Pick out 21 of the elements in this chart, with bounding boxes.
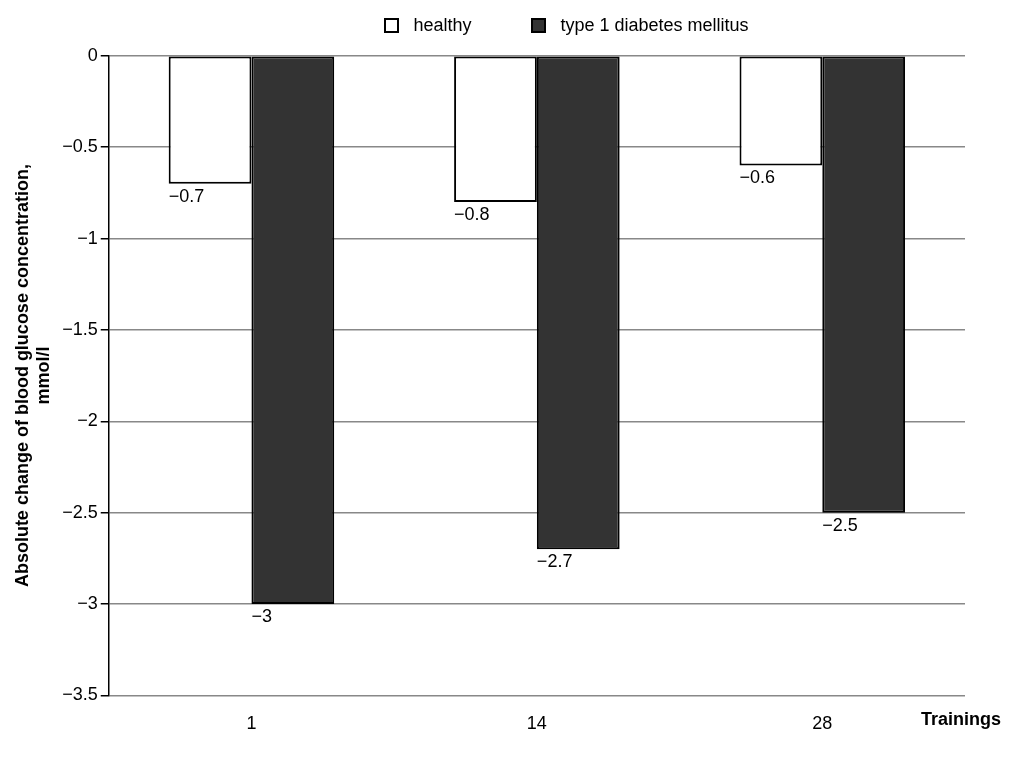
data-label: −0.8	[454, 203, 490, 224]
x-tick-label: 14	[526, 713, 547, 734]
legend-label: type 1 diabetes mellitus	[560, 14, 749, 36]
x-tick-label: 28	[812, 713, 833, 734]
series-label: healthy	[413, 14, 472, 36]
y-tick-label: −0.5	[62, 136, 98, 157]
data-label: −2.7	[536, 551, 573, 572]
data-label: −0.6	[739, 167, 776, 188]
x-axis-title: Trainings	[920, 709, 1001, 730]
y-tick-label: −3.5	[62, 684, 98, 705]
data-label: −0.7	[168, 185, 205, 206]
y-tick-label: −3	[77, 593, 98, 613]
y-tick-label: −2	[77, 410, 98, 431]
data-label: −3	[251, 606, 272, 626]
y-tick-label: −1.5	[62, 318, 98, 339]
y-tick-label: 0	[87, 44, 98, 65]
y-tick-label: −2.5	[62, 501, 98, 522]
y-axis-title: Absolute change of blood glucose concentration, mmol/l	[11, 164, 54, 588]
y-tick-label: −1	[77, 227, 98, 248]
data-label: −2.5	[822, 514, 858, 535]
x-tick-label: 1	[246, 713, 257, 734]
